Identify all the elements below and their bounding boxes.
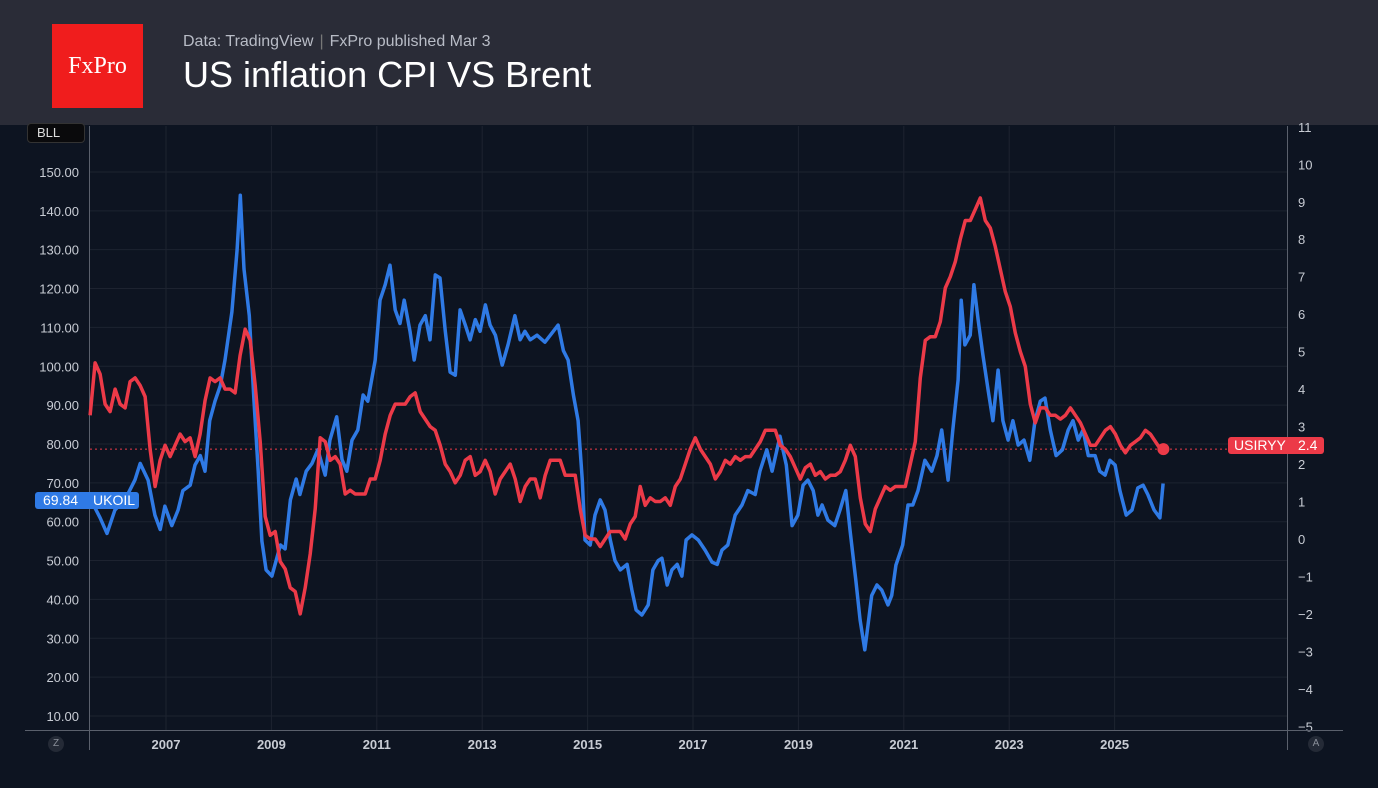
left-tick-label: 150.00 <box>39 165 79 180</box>
x-tick-label: 2017 <box>679 737 708 752</box>
subtitle: Data: TradingView | FxPro published Mar 3 <box>183 33 491 51</box>
left-axis-unit[interactable]: BLL <box>27 123 85 143</box>
x-tick-label: 2007 <box>152 737 181 752</box>
usiryy-label: USIRYY <box>1234 437 1286 453</box>
x-tick-label: 2019 <box>784 737 813 752</box>
left-tick-label: 60.00 <box>46 515 79 530</box>
left-tick-label: 40.00 <box>46 592 79 607</box>
usiryy-value-badge: USIRYY 2.4 <box>1228 437 1324 454</box>
x-tick-label: 2011 <box>363 737 391 752</box>
left-tick-label: 70.00 <box>46 476 79 491</box>
header: FxPro Data: TradingView | FxPro published … <box>0 0 1378 125</box>
x-tick-label: 2013 <box>468 737 497 752</box>
separator: | <box>319 33 324 50</box>
left-tick-label: 90.00 <box>46 398 79 413</box>
right-tick-label: 2 <box>1298 457 1305 472</box>
right-tick-label: 0 <box>1298 532 1305 547</box>
right-tick-label: 11 <box>1298 120 1312 135</box>
right-tick-label: 8 <box>1298 232 1305 247</box>
right-tick-label: −1 <box>1298 569 1313 584</box>
left-tick-label: 80.00 <box>46 437 79 452</box>
usiryy-last-point <box>1157 443 1170 456</box>
chart-title: US inflation CPI VS Brent <box>183 54 592 95</box>
auto-scale-button[interactable]: A <box>1308 736 1324 752</box>
right-tick-label: 9 <box>1298 195 1305 210</box>
left-tick-label: 30.00 <box>46 631 79 646</box>
zoom-reset-button[interactable]: Z <box>48 736 64 752</box>
x-tick-label: 2023 <box>995 737 1024 752</box>
right-tick-label: −3 <box>1298 644 1313 659</box>
right-tick-label: −2 <box>1298 607 1313 622</box>
x-tick-label: 2015 <box>573 737 602 752</box>
right-tick-label: 7 <box>1298 270 1305 285</box>
right-tick-label: 4 <box>1298 382 1305 397</box>
publisher: FxPro published Mar 3 <box>329 33 491 50</box>
data-source: Data: TradingView <box>183 33 314 50</box>
left-tick-label: 130.00 <box>39 243 79 258</box>
left-tick-label: 10.00 <box>46 709 79 724</box>
right-tick-label: 6 <box>1298 307 1305 322</box>
left-tick-label: 110.00 <box>40 320 79 335</box>
x-tick-label: 2025 <box>1100 737 1129 752</box>
left-tick-label: 100.00 <box>39 359 79 374</box>
ukoil-series-line <box>88 193 1165 652</box>
right-tick-label: −5 <box>1298 719 1313 734</box>
fxpro-logo: FxPro <box>52 24 143 108</box>
ukoil-price-badge: 69.84 UKOIL <box>35 492 139 509</box>
left-tick-label: 50.00 <box>46 554 79 569</box>
right-tick-label: 3 <box>1298 420 1305 435</box>
x-tick-label: 2021 <box>889 737 918 752</box>
right-tick-label: −4 <box>1298 682 1313 697</box>
ukoil-label: UKOIL <box>93 492 136 508</box>
left-tick-label: 140.00 <box>39 204 79 219</box>
usiryy-value: 2.4 <box>1298 437 1318 453</box>
left-tick-label: 120.00 <box>39 282 79 297</box>
x-tick-label: 2009 <box>257 737 286 752</box>
ukoil-value: 69.84 <box>43 492 79 508</box>
right-tick-label: 5 <box>1298 345 1305 360</box>
usiryy-series-line <box>88 196 1162 616</box>
right-tick-label: 1 <box>1298 495 1305 510</box>
left-tick-label: 20.00 <box>46 670 79 685</box>
right-tick-label: 10 <box>1298 157 1312 172</box>
